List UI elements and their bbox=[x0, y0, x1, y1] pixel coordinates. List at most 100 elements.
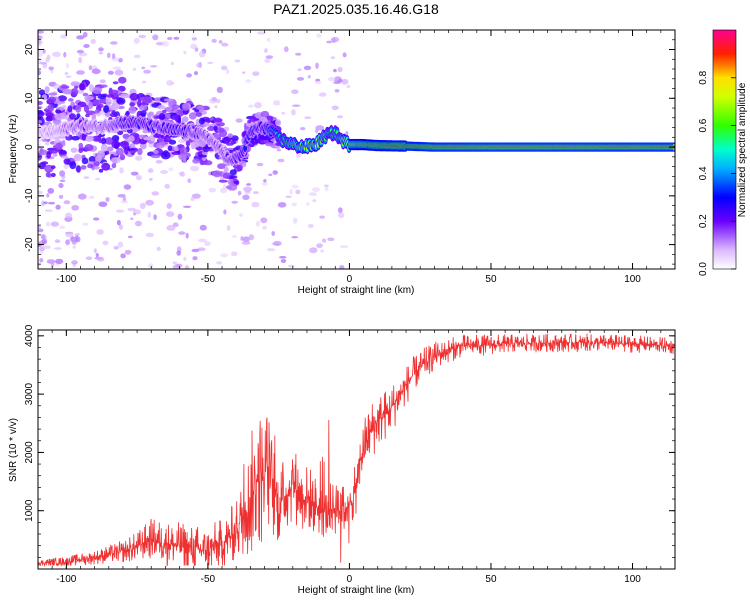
spectrogram-blob bbox=[162, 109, 167, 114]
spectrogram-blob bbox=[128, 135, 135, 142]
spectrogram-blob bbox=[120, 93, 129, 99]
spectrogram-noise-blob bbox=[191, 248, 200, 253]
spectrogram-noise-blob bbox=[307, 223, 314, 228]
spectrogram-noise-blob bbox=[38, 225, 41, 229]
spectrogram-noise-blob bbox=[322, 238, 327, 243]
spectrogram-blob bbox=[260, 110, 270, 118]
spectrogram-noise-blob bbox=[47, 187, 55, 194]
spectrogram-blob bbox=[190, 141, 196, 150]
spectrogram-blob bbox=[58, 134, 66, 139]
spectrogram-noise-blob bbox=[337, 207, 343, 213]
spectrogram-noise-blob bbox=[246, 183, 252, 186]
spectrogram-blob bbox=[137, 99, 142, 108]
spectrogram-blob bbox=[229, 175, 238, 179]
spectrogram-noise-blob bbox=[315, 62, 319, 69]
spectrogram-blob bbox=[223, 166, 229, 173]
spectrogram-noise-blob bbox=[179, 171, 185, 177]
spectrogram-noise-blob bbox=[216, 99, 221, 104]
spectrogram-blob bbox=[65, 135, 71, 141]
spectrogram-noise-blob bbox=[133, 54, 141, 59]
spectrogram-noise-blob bbox=[341, 78, 349, 85]
spectrogram-blob bbox=[98, 139, 103, 144]
spectrogram-blob bbox=[212, 170, 222, 178]
spectrogram-noise-blob bbox=[44, 209, 53, 213]
spectrogram-noise-blob bbox=[293, 217, 298, 224]
spectrogram-noise-blob bbox=[41, 200, 45, 207]
spectrogram-blob bbox=[179, 147, 188, 155]
spectrogram-blob bbox=[58, 149, 67, 155]
spectrogram-noise-blob bbox=[106, 52, 111, 59]
spectrogram-blob bbox=[137, 134, 147, 139]
spectrogram-blob bbox=[182, 102, 190, 111]
spectrogram-blob bbox=[167, 145, 173, 152]
spectrogram-noise-blob bbox=[120, 253, 126, 259]
spectrogram-blob bbox=[84, 135, 94, 142]
spectrogram-noise-blob bbox=[166, 203, 172, 209]
spectrogram-blob bbox=[105, 97, 112, 106]
spectrogram-blob bbox=[265, 142, 275, 147]
spectrogram-noise-blob bbox=[242, 194, 250, 201]
spectrogram-noise-blob bbox=[39, 258, 44, 263]
spectrogram-blob bbox=[122, 133, 130, 139]
spectrogram-noise-blob bbox=[220, 253, 229, 258]
spectrogram-noise-blob bbox=[182, 205, 192, 208]
spectrogram-blob bbox=[192, 158, 200, 164]
spectrogram-noise-blob bbox=[110, 41, 118, 45]
spectrogram-blob bbox=[80, 165, 87, 170]
spectrogram-blob bbox=[55, 109, 62, 114]
spectrogram-noise-blob bbox=[105, 197, 110, 202]
spectrogram-noise-blob bbox=[128, 235, 133, 239]
spectrogram-noise-blob bbox=[76, 70, 85, 75]
spectrogram-noise-blob bbox=[273, 240, 282, 247]
spectrogram-noise-blob bbox=[98, 201, 108, 207]
spectrogram-noise-blob bbox=[82, 31, 88, 38]
spectrogram-blob bbox=[212, 118, 223, 123]
spectrogram-blob bbox=[63, 158, 71, 165]
spectrogram-noise-blob bbox=[266, 248, 276, 252]
spectrogram-blob bbox=[94, 109, 101, 114]
spectrogram-noise-blob bbox=[183, 50, 187, 55]
spectrogram-blob bbox=[47, 104, 55, 112]
y-tick-label: 4000 bbox=[24, 324, 35, 347]
x-tick-label: 100 bbox=[624, 274, 641, 285]
spectrogram-noise-blob bbox=[98, 51, 104, 55]
spectrogram-noise-blob bbox=[280, 259, 287, 263]
spectrogram-blob bbox=[195, 112, 203, 117]
spectrogram-blob bbox=[44, 86, 50, 94]
colorbar-ticks: 0.0 0.2 0.4 0.6 0.8 bbox=[698, 70, 736, 276]
spectrogram-blob bbox=[174, 114, 179, 122]
spectrogram-noise-blob bbox=[59, 179, 66, 183]
spectrogram-noise-blob bbox=[320, 249, 324, 253]
spectrogram-noise-blob bbox=[38, 35, 43, 40]
spectrogram-noise-blob bbox=[199, 224, 207, 231]
spectrogram-noise-blob bbox=[295, 189, 301, 195]
spectrogram-noise-blob bbox=[190, 165, 200, 172]
spectrogram-blob bbox=[160, 140, 166, 147]
x-tick-label: -50 bbox=[201, 274, 216, 285]
spectrogram-noise-blob bbox=[245, 79, 252, 83]
spectrogram-noise-blob bbox=[248, 104, 254, 108]
spectrogram-noise-blob bbox=[198, 51, 206, 58]
spectrogram-noise-blob bbox=[240, 236, 244, 241]
spectrogram-noise-blob bbox=[149, 178, 153, 181]
spectrogram-noise-blob bbox=[168, 167, 174, 172]
spectrogram-noise-blob bbox=[112, 66, 122, 70]
spectrogram-blob bbox=[249, 116, 257, 123]
spectrogram-noise-blob bbox=[93, 248, 97, 254]
spectrogram-blob bbox=[198, 154, 208, 158]
spectrogram-noise-blob bbox=[285, 195, 292, 198]
spectrogram-blob bbox=[68, 98, 74, 102]
spectrogram-blob bbox=[217, 163, 226, 170]
spectrogram-noise-blob bbox=[190, 197, 195, 202]
spectrogram-blob bbox=[79, 83, 85, 91]
spectrogram-blob bbox=[88, 84, 94, 93]
spectrogram-noise-blob bbox=[151, 191, 160, 196]
spectrogram-noise-blob bbox=[214, 105, 218, 109]
spectrogram-noise-blob bbox=[339, 265, 345, 269]
spectrogram-noise-blob bbox=[83, 176, 90, 180]
spectrogram-noise-blob bbox=[284, 46, 289, 53]
spectrogram-noise-blob bbox=[289, 188, 293, 195]
spectrogram-blob bbox=[44, 166, 53, 170]
